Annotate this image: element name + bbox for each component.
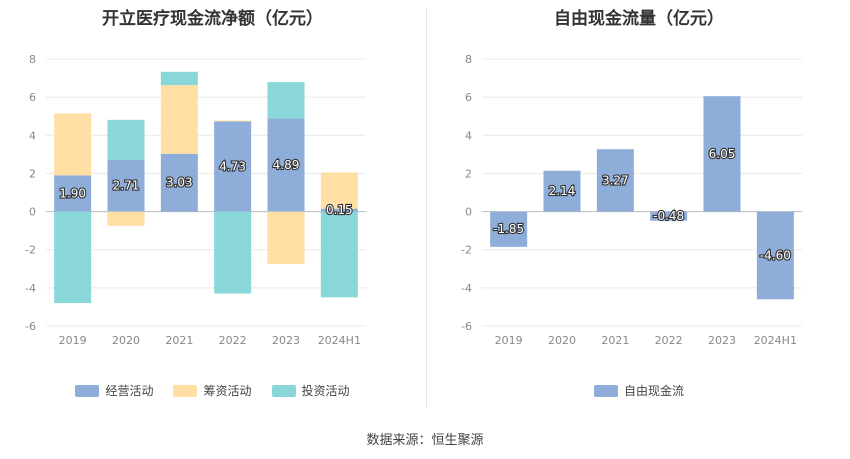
y-tick-label: -4 xyxy=(461,282,472,295)
legend-label: 投资活动 xyxy=(301,384,350,398)
bar-投资活动-2021 xyxy=(160,71,198,86)
y-tick-label: 2 xyxy=(465,167,472,180)
legend-item[interactable]: 投资活动 xyxy=(271,382,350,399)
bar-经营活动-2022 xyxy=(214,121,252,212)
bar-筹资活动-2020 xyxy=(107,211,145,226)
legend-item[interactable]: 自由现金流 xyxy=(593,382,684,399)
bar-筹资活动-2019 xyxy=(54,113,92,176)
y-tick-label: 6 xyxy=(465,91,472,104)
freecashflow-legend: 自由现金流 xyxy=(428,382,850,399)
bar-筹资活动-2022 xyxy=(214,120,252,122)
y-tick-label: 8 xyxy=(29,53,36,66)
bar-经营活动-2020 xyxy=(107,159,145,212)
bar-经营活动-2023 xyxy=(267,118,305,212)
bar-投资活动-2024H1 xyxy=(320,211,358,298)
legend-label: 筹资活动 xyxy=(203,384,252,398)
y-tick-label: -2 xyxy=(25,244,36,257)
y-tick-label: 8 xyxy=(465,53,472,66)
data-label: 3.27 xyxy=(602,173,629,187)
bar-投资活动-2022 xyxy=(214,211,252,294)
bar-自由现金流-2022 xyxy=(650,211,688,221)
x-tick-label: 2023 xyxy=(272,334,300,347)
data-label: 2.71 xyxy=(113,179,140,193)
legend-swatch xyxy=(75,384,100,397)
cashflow-chart-svg: -6 -4 -2 0 2 4 6 8 2019 2020 2021 2022 2023 2024H1 1.9… xyxy=(25,53,366,347)
bar-经营活动-2021 xyxy=(160,153,198,212)
data-label: -0.48 xyxy=(653,209,684,223)
y-tick-label: 2 xyxy=(29,167,36,180)
y-tick-label: -2 xyxy=(461,244,472,257)
data-label: 4.89 xyxy=(273,158,300,172)
data-label: 0.15 xyxy=(326,203,353,217)
bar-自由现金流-2024H1 xyxy=(756,211,794,300)
x-tick-label: 2024H1 xyxy=(754,334,797,347)
chart-title: 开立医疗现金流净额（亿元） xyxy=(102,9,323,29)
y-tick-label: -6 xyxy=(461,320,472,333)
data-label: -4.60 xyxy=(760,248,791,262)
data-label: -1.85 xyxy=(493,222,524,236)
x-tick-label: 2019 xyxy=(59,334,87,347)
bar-筹资活动-2023 xyxy=(267,211,305,265)
cashflow-legend: 经营活动 筹资活动 投资活动 xyxy=(0,382,425,399)
bar-自由现金流-2021 xyxy=(596,149,634,212)
legend-label: 经营活动 xyxy=(105,384,154,398)
x-tick-label: 2020 xyxy=(548,334,576,347)
cashflow-chart-panel: 开立医疗现金流净额（亿元） -6 -4 -2 0 2 4 6 8 2019 2020 2021 202… xyxy=(0,0,425,410)
bar-筹资活动-2021 xyxy=(160,85,198,154)
y-tick-label: 0 xyxy=(29,206,36,219)
legend-swatch xyxy=(271,384,296,397)
y-tick-label: 4 xyxy=(29,129,36,142)
data-source-note: 数据来源：恒生聚源 xyxy=(366,433,484,448)
legend-label: 自由现金流 xyxy=(623,384,684,398)
bar-经营活动-2024H1 xyxy=(320,208,358,212)
data-label: 6.05 xyxy=(709,147,736,161)
bar-筹资活动-2024H1 xyxy=(320,172,358,209)
x-tick-label: 2024H1 xyxy=(318,334,361,347)
x-tick-label: 2022 xyxy=(219,334,247,347)
data-label: 4.73 xyxy=(219,159,246,173)
bar-投资活动-2023 xyxy=(267,82,305,119)
x-tick-label: 2021 xyxy=(601,334,629,347)
x-tick-label: 2021 xyxy=(165,334,193,347)
legend-item[interactable]: 筹资活动 xyxy=(173,382,252,399)
y-tick-label: -6 xyxy=(25,320,36,333)
legend-swatch xyxy=(593,384,618,397)
freecashflow-chart-panel: 自由现金流量（亿元） -6 -4 -2 0 2 4 6 8 2019 2020 2021 2022 20… xyxy=(428,0,850,410)
panel-divider xyxy=(426,8,427,408)
y-tick-label: -4 xyxy=(25,282,36,295)
y-tick-label: 0 xyxy=(465,206,472,219)
legend-swatch xyxy=(173,384,198,397)
data-label: 2.14 xyxy=(549,184,576,198)
x-tick-label: 2022 xyxy=(655,334,683,347)
y-tick-label: 4 xyxy=(465,129,472,142)
x-tick-label: 2020 xyxy=(112,334,140,347)
bar-经营活动-2019 xyxy=(54,175,92,212)
freecashflow-chart-svg: -6 -4 -2 0 2 4 6 8 2019 2020 2021 2022 2023 2024H1 -1.… xyxy=(461,53,802,347)
y-tick-label: 6 xyxy=(29,91,36,104)
x-tick-label: 2023 xyxy=(708,334,736,347)
bar-自由现金流-2019 xyxy=(490,211,528,247)
bar-投资活动-2020 xyxy=(107,119,145,160)
bar-自由现金流-2020 xyxy=(543,170,581,212)
legend-item[interactable]: 经营活动 xyxy=(75,382,153,399)
data-label: 1.90 xyxy=(59,186,86,200)
data-label: 3.03 xyxy=(166,176,193,190)
chart-title: 自由现金流量（亿元） xyxy=(554,9,724,29)
bar-自由现金流-2023 xyxy=(703,96,741,212)
x-tick-label: 2019 xyxy=(495,334,523,347)
bar-投资活动-2019 xyxy=(54,211,92,304)
